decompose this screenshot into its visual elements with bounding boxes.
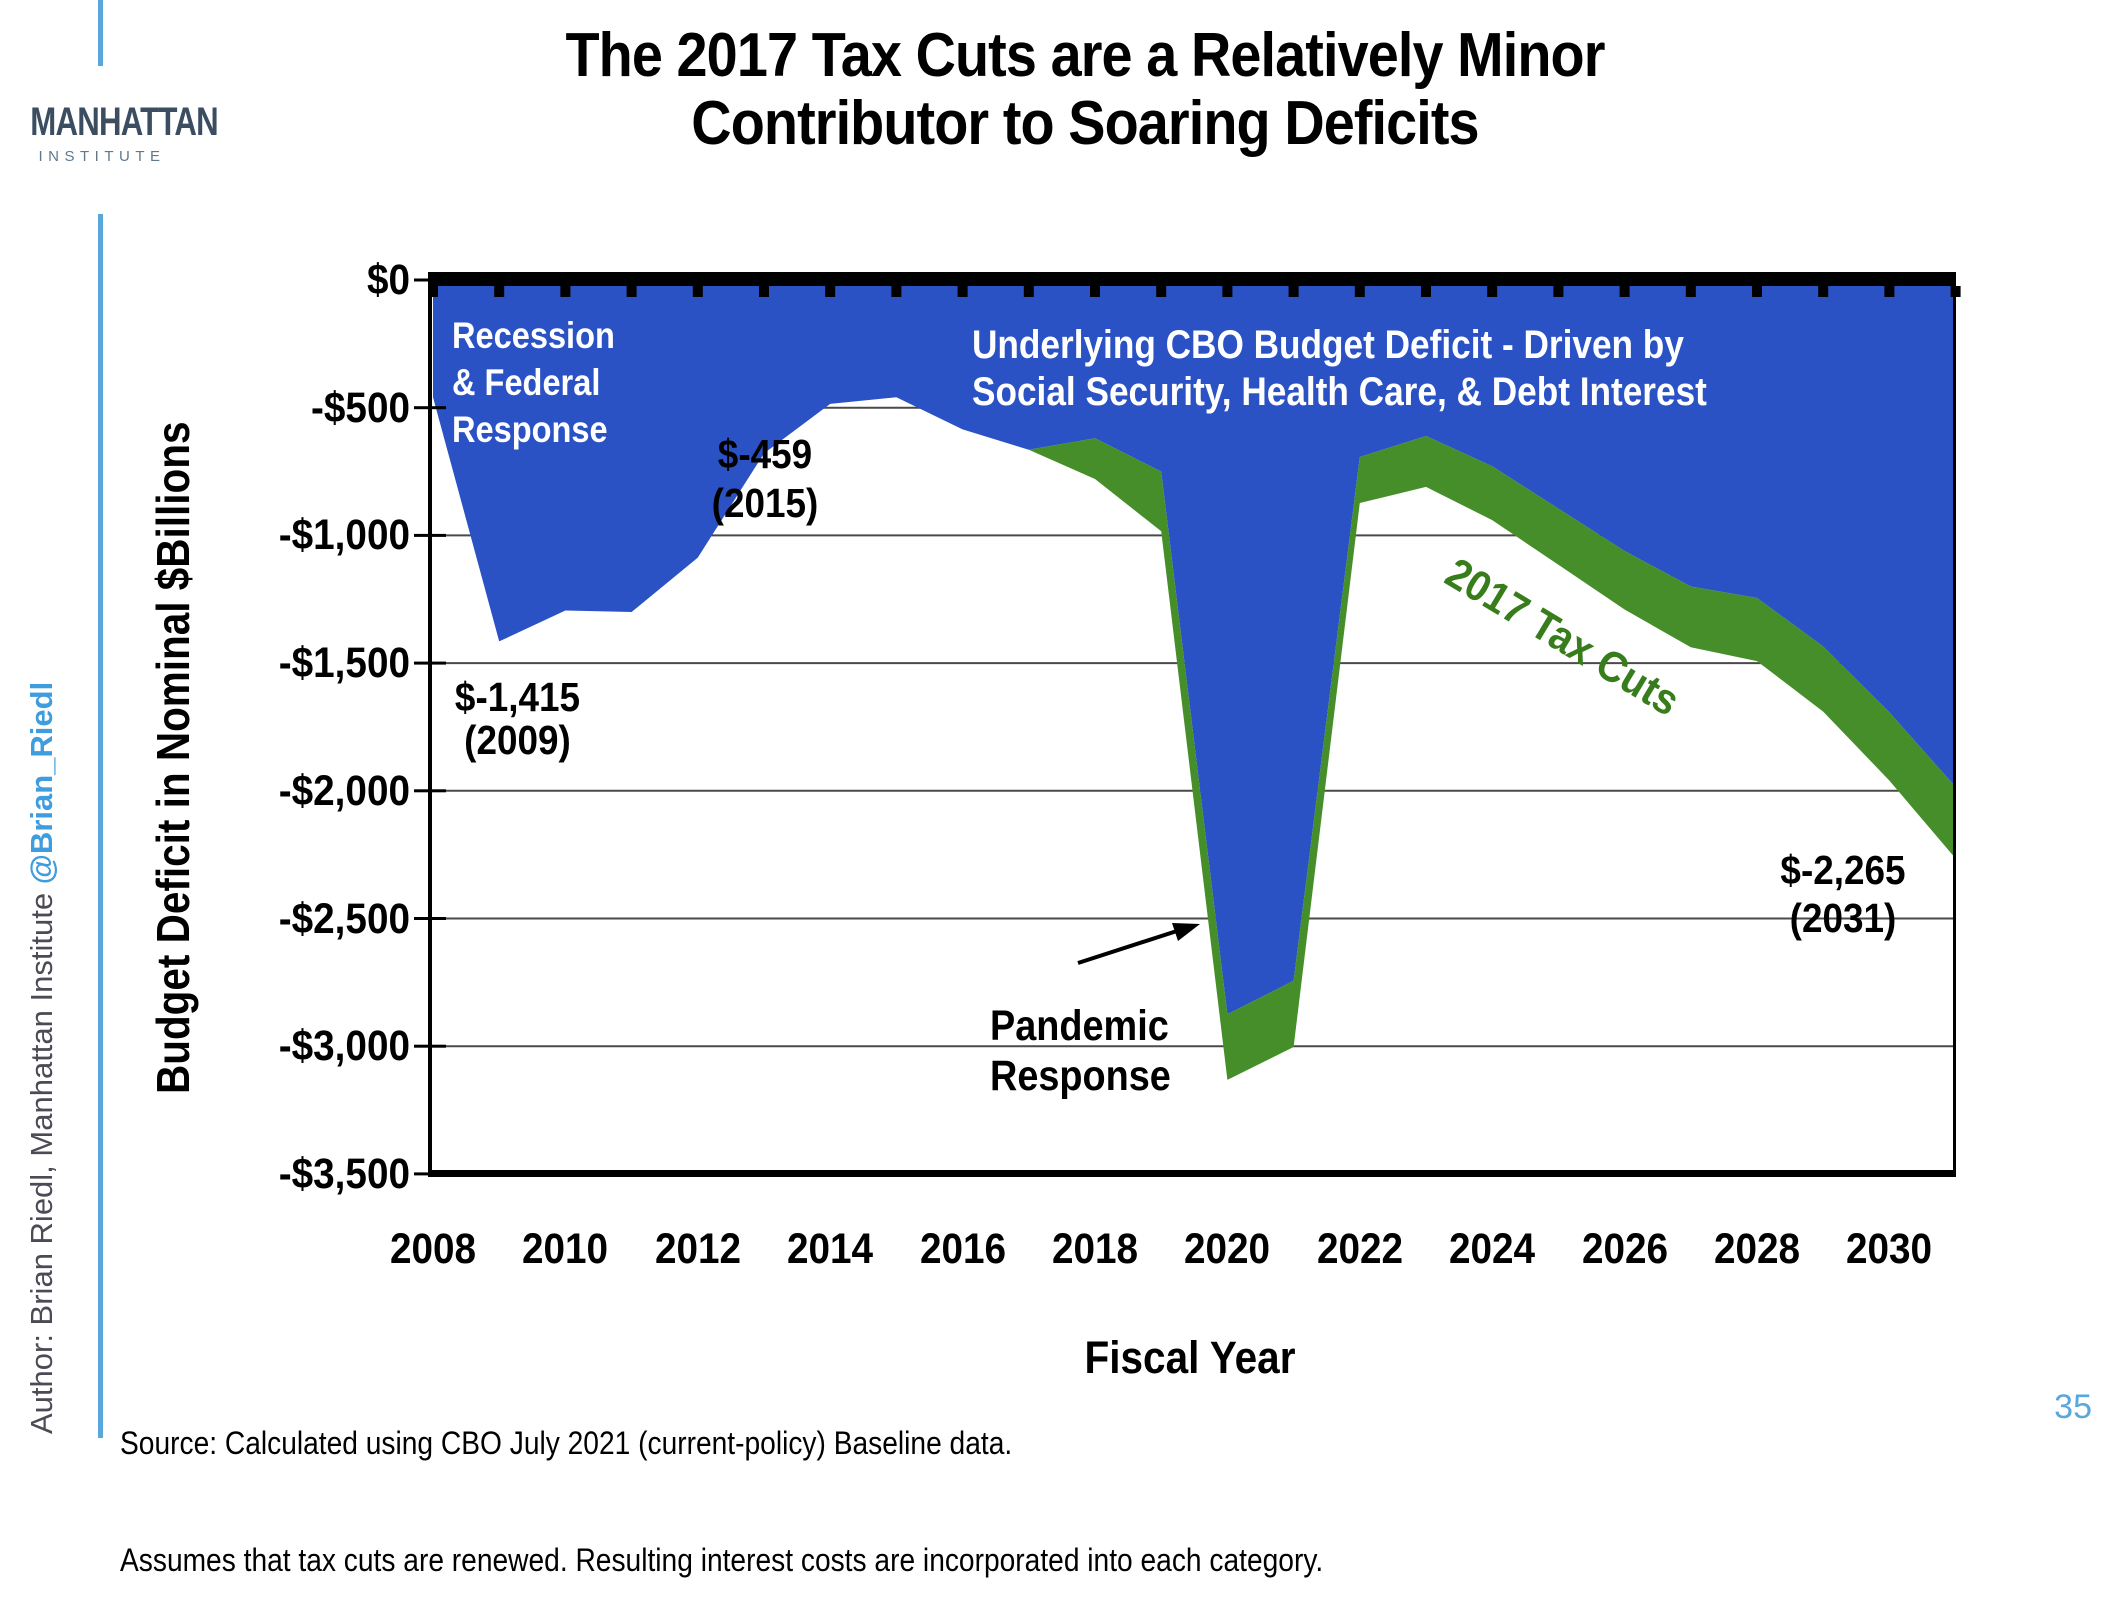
- y-axis-tick-label: $0: [366, 256, 410, 304]
- plot-right-border: [1953, 272, 1956, 1177]
- top-axis-tick: [626, 286, 637, 297]
- x-axis-tick-label: 2016: [919, 1225, 1006, 1273]
- annotation-2009-amount: $-1,415: [454, 674, 581, 720]
- annotation-2031-year: (2031): [1789, 895, 1897, 941]
- top-axis-tick: [1421, 286, 1431, 297]
- author-credit: Author: Brian Riedl, Manhattan Institute…: [24, 682, 60, 1434]
- x-axis-tick-label: 2010: [522, 1225, 609, 1273]
- source-line2: Assumes that tax cuts are renewed. Resul…: [120, 1542, 1324, 1578]
- y-axis-tick-label: -$1,500: [278, 639, 410, 688]
- annotation-recession-line3: Response: [452, 409, 608, 450]
- annotation-2015-amount: $-459: [717, 431, 813, 477]
- top-axis-tick: [1354, 286, 1365, 297]
- top-axis-tick: [1090, 286, 1100, 297]
- annotation-recession-line1: Recession: [452, 315, 615, 356]
- top-axis-tick: [891, 286, 902, 297]
- slide-title-line1: The 2017 Tax Cuts are a Relatively Minor: [565, 21, 1605, 90]
- author-text: Author: Brian Riedl, Manhattan Institute: [24, 884, 59, 1434]
- logo-subtitle: INSTITUTE: [38, 148, 166, 165]
- annotation-recession: Recession & Federal Response: [452, 312, 637, 453]
- top-axis-tick: [1156, 286, 1167, 297]
- top-axis-tick: [759, 286, 769, 297]
- source-line1: Source: Calculated using CBO July 2021 (…: [120, 1425, 1013, 1461]
- y-axis-title: Budget Deficit in Nominal $Billions: [147, 421, 199, 1094]
- y-axis-tick: [414, 789, 446, 793]
- annotation-2031-amount: $-2,265: [1780, 847, 1906, 893]
- annotation-underlying-line1: Underlying CBO Budget Deficit - Driven b…: [972, 323, 1684, 367]
- x-axis-tick-label: 2018: [1051, 1225, 1139, 1273]
- deficit-area-chart: [414, 272, 1961, 1177]
- y-axis-tick: [414, 917, 446, 920]
- y-axis-tick-label: -$2,000: [278, 766, 410, 815]
- plot-bottom-border: [428, 1170, 1956, 1177]
- slide-title: The 2017 Tax Cuts are a Relatively Minor…: [300, 22, 1870, 158]
- top-axis-tick: [1023, 286, 1034, 297]
- tax-cuts-area: [433, 397, 1956, 1080]
- slide-title-line2: Contributor to Soaring Deficits: [691, 89, 1479, 158]
- y-axis-tick: [414, 1172, 446, 1176]
- annotation-recession-line2: & Federal: [452, 362, 601, 403]
- y-axis-tick-label: -$3,000: [278, 1022, 410, 1071]
- top-axis-tick: [957, 286, 968, 297]
- x-axis-tick-label: 2028: [1713, 1225, 1801, 1273]
- annotation-pandemic-line2: Response: [990, 1052, 1171, 1100]
- top-axis-tick: [1818, 286, 1829, 297]
- logo-wordmark: MANHATTAN: [30, 100, 218, 144]
- x-axis-title-text: Fiscal Year: [1084, 1332, 1296, 1383]
- top-axis-tick: [1222, 286, 1233, 297]
- x-axis-tick-label: 2020: [1184, 1225, 1271, 1273]
- top-axis-tick: [560, 286, 571, 297]
- source-note: Source: Calculated using CBO July 2021 (…: [120, 1346, 1487, 1619]
- x-axis-tick-label: 2012: [654, 1225, 741, 1273]
- top-axis-tick: [1487, 286, 1498, 297]
- y-axis-tick-label: -$1,000: [278, 511, 410, 560]
- pandemic-arrow-head: [1172, 923, 1200, 941]
- annotation-pandemic-line1: Pandemic: [990, 1002, 1169, 1050]
- top-axis-tick: [1752, 286, 1762, 297]
- annotation-2031-value: $-2,265 (2031): [1758, 846, 1928, 942]
- annotation-pandemic-response: Pandemic Response: [990, 1001, 1196, 1101]
- x-axis-tick-label: 2022: [1316, 1225, 1403, 1273]
- y-axis-tick: [414, 661, 446, 665]
- annotation-2009-value: $-1,415 (2009): [430, 676, 605, 762]
- annotation-2015-value: $-459 (2015): [675, 430, 855, 528]
- y-axis-tick: [414, 533, 446, 537]
- x-axis-tick-label: 2030: [1846, 1225, 1933, 1273]
- y-axis-tick: [414, 1044, 446, 1048]
- y-axis-tick: [414, 278, 446, 282]
- y-axis-tick: [414, 406, 446, 410]
- x-axis-title: Fiscal Year: [990, 1332, 1390, 1384]
- top-axis-tick: [494, 286, 505, 297]
- annotation-2015-year: (2015): [711, 480, 819, 526]
- twitter-handle: @Brian_Riedl: [24, 681, 59, 885]
- y-axis-tick-label: -$3,500: [278, 1149, 410, 1198]
- x-axis-zero-line: [428, 272, 1956, 286]
- page-number: 35: [2054, 1388, 2092, 1426]
- top-axis-tick: [825, 286, 836, 297]
- top-axis-tick: [1884, 286, 1895, 297]
- top-axis-tick: [428, 286, 438, 297]
- manhattan-institute-logo: MANHATTAN INSTITUTE: [10, 100, 218, 165]
- top-axis-tick: [1288, 286, 1299, 297]
- top-axis-tick: [1553, 286, 1564, 297]
- top-axis-tick: [692, 286, 703, 297]
- annotation-underlying-line2: Social Security, Health Care, & Debt Int…: [972, 370, 1707, 414]
- annotation-2009-year: (2009): [464, 717, 571, 763]
- accent-vertical-rule-top: [98, 0, 103, 66]
- y-axis-tick-label: -$500: [311, 383, 410, 432]
- annotation-underlying-deficit: Underlying CBO Budget Deficit - Driven b…: [972, 322, 1807, 416]
- x-axis-tick-label: 2008: [389, 1225, 477, 1273]
- top-axis-tick: [1685, 286, 1696, 297]
- y-axis-tick-label: -$2,500: [278, 894, 410, 943]
- underlying-deficit-area: [433, 281, 1956, 1015]
- top-axis-tick: [1619, 286, 1630, 297]
- pandemic-arrow-line: [1077, 928, 1181, 965]
- x-axis-tick-label: 2026: [1581, 1225, 1668, 1273]
- x-axis-tick-label: 2024: [1449, 1225, 1536, 1273]
- accent-vertical-rule-bottom: [98, 214, 103, 1438]
- y-axis-line: [428, 272, 432, 1177]
- x-axis-tick-label: 2014: [787, 1225, 874, 1273]
